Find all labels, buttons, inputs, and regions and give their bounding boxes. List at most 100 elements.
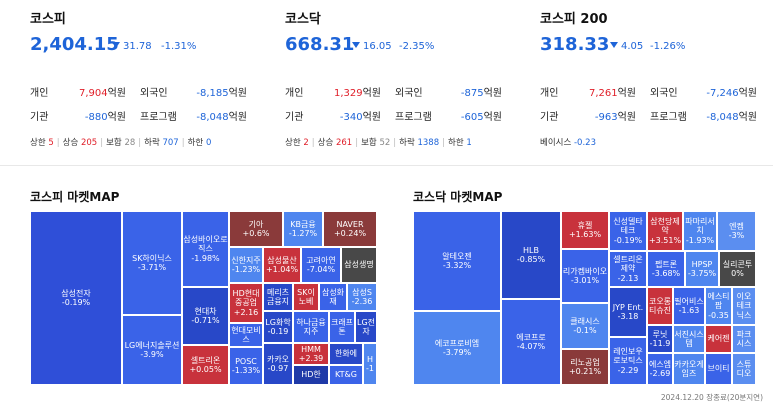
stock-name: NAVER: [336, 219, 364, 229]
kospi-map-cell[interactable]: 현대모비스: [229, 323, 263, 347]
kospi-map-cell[interactable]: 삼성물산 +1.04%: [263, 247, 301, 283]
kospi200-index-panel[interactable]: 코스피 200 318.33 4.05 -1.26% 개인 7,261억원 외국인 -7,24…: [540, 0, 760, 158]
kospi-map-cell[interactable]: HD현대중공업 +2.16: [229, 283, 263, 323]
kospi-map-cell[interactable]: LG화학 -0.19: [263, 311, 293, 343]
kospi-map-cell[interactable]: LG전자: [355, 311, 377, 343]
kosdaq-map-cell[interactable]: 에코프로 -4.07%: [501, 299, 561, 385]
kosdaq-map-cell[interactable]: 이오테크닉스: [732, 287, 756, 325]
stock-name: 삼성물산: [267, 255, 297, 265]
kosdaq-map-cell[interactable]: 루닛 -11.9: [647, 325, 673, 353]
kospi-map-cell[interactable]: 삼성전자 -0.19%: [30, 211, 122, 385]
kosdaq-map-cell[interactable]: 엔켐 -3%: [717, 211, 756, 251]
kospi-map-cell[interactable]: 고려아연 -7.04%: [301, 247, 341, 283]
kosdaq-map-cell[interactable]: HPSP -3.75%: [685, 251, 719, 287]
kosdaq-map-cell[interactable]: 스튜디오: [732, 353, 756, 385]
stock-name: 리가켐바이오: [562, 266, 608, 276]
kosdaq-value: 668.31: [285, 34, 355, 55]
kospi-map-cell[interactable]: LG에너지솔루션 -3.9%: [122, 315, 182, 385]
kospi-map-cell[interactable]: HD한: [293, 365, 329, 385]
kosdaq-map-cell[interactable]: 에코프로비엠 -3.79%: [413, 311, 501, 385]
kospi-map-cell[interactable]: 삼성생명: [341, 247, 377, 283]
stock-change-pct: -0.35: [708, 310, 729, 320]
stock-change-pct: -3.32%: [442, 261, 472, 270]
kospi-map-cell[interactable]: 하나금융지주: [293, 311, 329, 343]
stock-name: 브이티: [707, 364, 730, 374]
kosdaq-map-cell[interactable]: HLB -0.85%: [501, 211, 561, 299]
kosdaq-map-cell[interactable]: 삼천당제약 +3.51%: [647, 211, 683, 251]
kospi-map-cell[interactable]: POSC -1.33%: [229, 347, 263, 385]
kospi-map-cell[interactable]: 현대차 -0.71%: [182, 287, 229, 345]
stock-name: 신한지주: [231, 255, 261, 265]
stock-name: 고려아연: [306, 255, 336, 265]
kospi-map-cell[interactable]: 한화에: [329, 343, 363, 365]
kosdaq-map-cell[interactable]: 신성델타테크 -0.19%: [609, 211, 647, 251]
stock-change-pct: +2.16: [233, 307, 259, 317]
down-triangle-icon: [610, 42, 618, 48]
kosdaq-map-cell[interactable]: 실리콘투 0%: [719, 251, 756, 287]
kospi-map-cell[interactable]: HMM +2.39: [293, 343, 329, 365]
kospi-map-cell[interactable]: NAVER +0.24%: [323, 211, 377, 247]
kosdaq-map-cell[interactable]: 펩트론 -3.68%: [647, 251, 685, 287]
kosdaq-map-cell[interactable]: 에스티팜 -0.35: [705, 287, 732, 325]
kospi-map-cell[interactable]: KT&G: [329, 365, 363, 385]
stock-name: KT&G: [335, 370, 357, 380]
kosdaq-map-cell[interactable]: 파크시스: [732, 325, 756, 353]
kospi-index-panel[interactable]: 코스피 2,404.15 31.78 -1.31% 개인 7,904억원 외국인 -8,185…: [30, 0, 250, 158]
stock-change-pct: -2.29: [617, 365, 639, 375]
kosdaq-map-cell[interactable]: 브이티: [705, 353, 732, 385]
kosdaq-foreign-value: -875억원: [460, 88, 502, 99]
kosdaq-map-cell[interactable]: 레인보우로보틱스 -2.29: [609, 337, 647, 385]
kospi-map-cell[interactable]: KB금융 -1.27%: [283, 211, 323, 247]
kospi200-title[interactable]: 코스피 200: [540, 12, 608, 27]
kosdaq-map-cell[interactable]: 코오롱티슈진: [647, 287, 673, 325]
stock-name: HPSP: [691, 259, 713, 269]
kosdaq-map-cell[interactable]: 서진시스템: [673, 325, 705, 353]
kosdaq-map-cell[interactable]: 셀트리온제약 -2.13: [609, 251, 647, 287]
kosdaq-map-cell[interactable]: 카카오게임즈: [673, 353, 705, 385]
kosdaq-map-cell[interactable]: JYP Ent. -3.18: [609, 287, 647, 337]
kosdaq-map-cell[interactable]: 필어비스 -1.63: [673, 287, 705, 325]
kosdaq-program-value: -605억원: [460, 112, 502, 123]
individual-label: 개인: [30, 88, 49, 99]
down-triangle-icon: [112, 42, 120, 48]
kosdaq-map-cell[interactable]: 리노공업 +0.21%: [561, 349, 609, 385]
kospi-map-cell[interactable]: 삼성S -2.36: [347, 283, 377, 311]
kosdaq-map-cell[interactable]: 리가켐바이오 -3.01%: [561, 249, 609, 303]
foreign-label: 외국인: [140, 88, 168, 99]
stock-name: 삼성S: [352, 287, 372, 297]
kosdaq-title[interactable]: 코스닥: [285, 12, 321, 27]
kosdaq-institution-value: -340억원: [339, 112, 381, 123]
kospi200-change: 4.05: [610, 41, 643, 52]
kosdaq-map-cell[interactable]: 에스엠 -2.69: [647, 353, 673, 385]
kosdaq-map-cell[interactable]: 케어젠: [705, 325, 732, 353]
kosdaq-map-cell[interactable]: 파마리서치 -1.93%: [683, 211, 717, 251]
stock-change-pct: -3.79%: [442, 348, 472, 357]
kosdaq-map-cell[interactable]: 클래시스 -0.1%: [561, 303, 609, 349]
kospi-map-cell[interactable]: 삼성화재: [319, 283, 347, 311]
stock-name: 리노공업: [570, 357, 600, 367]
kosdaq-map-cell[interactable]: 알테오젠 -3.32%: [413, 211, 501, 311]
kospi-map-cell[interactable]: H -1: [363, 343, 377, 385]
kospi-map-cell[interactable]: 신한지주 -1.23%: [229, 247, 263, 283]
stock-change-pct: -1.93%: [685, 235, 715, 245]
foreign-label: 외국인: [395, 88, 423, 99]
kospi-map-cell[interactable]: 셀트리온 +0.05%: [182, 345, 229, 385]
kospi-map-cell[interactable]: 카카오 -0.97: [263, 343, 293, 385]
kospi-map-cell[interactable]: 메리츠금융지: [263, 283, 293, 311]
kosdaq-index-panel[interactable]: 코스닥 668.31 16.05 -2.35% 개인 1,329억원 외국인 -875억원 기관…: [285, 0, 505, 158]
stock-change-pct: -1.23%: [231, 265, 261, 274]
kospi-map-cell[interactable]: 삼성바이오로직스 -1.98%: [182, 211, 229, 287]
stock-change-pct: +2.39: [298, 354, 324, 363]
kospi-map-cell[interactable]: SK하이닉스 -3.71%: [122, 211, 182, 315]
stock-name: 셀트리온: [190, 355, 221, 365]
kospi-map-cell[interactable]: 크래프톤: [329, 311, 355, 343]
kospi-map-cell[interactable]: SK이노베: [293, 283, 319, 311]
kospi-title[interactable]: 코스피: [30, 12, 66, 27]
stock-change-pct: +0.05%: [189, 365, 222, 374]
kospi200-value: 318.33: [540, 34, 610, 55]
stock-name: 카카오: [266, 354, 290, 364]
kosdaq-map-cell[interactable]: 휴젤 +1.63%: [561, 211, 609, 249]
stock-name: 현대모비스: [231, 325, 261, 344]
kospi-map-cell[interactable]: 기아 +0.6%: [229, 211, 283, 247]
stock-name: 카카오게임즈: [674, 359, 704, 378]
